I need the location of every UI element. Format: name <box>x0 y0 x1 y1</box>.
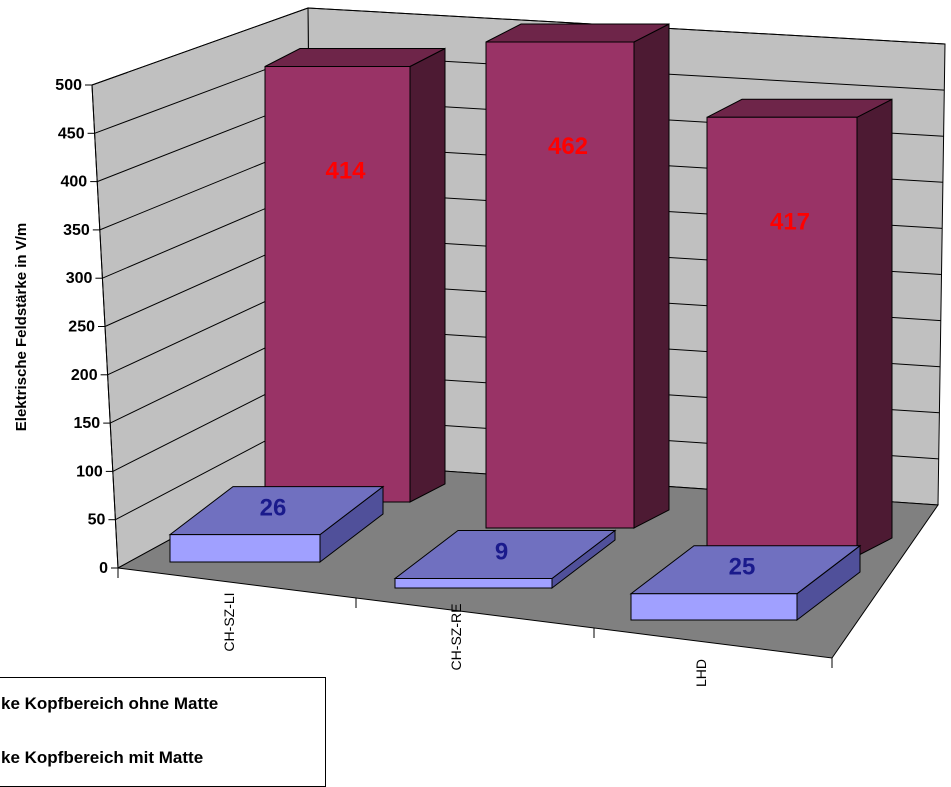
y-tick-label: 250 <box>68 319 95 336</box>
bar-mit-matte-front <box>169 534 321 563</box>
bar-ohne-matte-side <box>856 98 893 557</box>
bar-ohne-matte-side <box>409 47 446 503</box>
bar-ohne-matte-front <box>706 116 858 557</box>
data-label-ohne-matte: 462 <box>548 133 588 160</box>
bar-ohne-matte-front <box>264 66 411 503</box>
category-label: CH-SZ-LI <box>221 592 237 651</box>
y-tick-label: 0 <box>99 560 108 577</box>
y-tick-label: 450 <box>58 125 85 142</box>
legend-item-mit-matte: ke Kopfbereich mit Matte <box>1 748 203 768</box>
y-tick-label: 500 <box>55 77 82 94</box>
legend-item-ohne-matte: ke Kopfbereich ohne Matte <box>1 694 218 714</box>
bar-ohne-matte <box>264 47 446 503</box>
bar-mit-matte-front <box>394 578 553 589</box>
bar-mit-matte <box>393 529 617 590</box>
y-tick-label: 200 <box>71 367 98 384</box>
bar-ohne-matte <box>485 23 670 529</box>
y-axis: 0 50 100 150 200 250 300 350 400 450 500 <box>55 77 119 577</box>
bar-ohne-matte-side <box>633 23 670 529</box>
bar-ohne-matte-front <box>485 41 635 529</box>
y-axis-title: Elektrische Feldstärke in V/m <box>13 223 30 431</box>
y-tick-label: 100 <box>76 463 103 480</box>
y-tick-label: 300 <box>66 270 93 287</box>
bar-ohne-matte <box>706 98 893 557</box>
data-label-mit-matte: 25 <box>729 554 756 581</box>
data-label-ohne-matte: 414 <box>325 157 366 184</box>
y-tick-label: 150 <box>73 415 100 432</box>
data-labels: 414 462 417 26 9 25 <box>260 133 810 581</box>
y-tick-label: 400 <box>60 174 87 191</box>
legend: ke Kopfbereich ohne Matte ke Kopfbereich… <box>0 677 326 787</box>
category-label: LHD <box>693 659 709 687</box>
x-axis: CH-SZ-LI CH-SZ-RE LHD <box>117 568 833 687</box>
bar-mit-matte-front <box>630 593 798 621</box>
data-label-ohne-matte: 417 <box>770 208 810 235</box>
bar-mit-matte <box>629 544 862 622</box>
bars <box>168 23 893 622</box>
category-label: CH-SZ-RE <box>448 604 464 671</box>
legend-label-mit-matte: ke Kopfbereich mit Matte <box>1 748 204 767</box>
y-tick-label: 350 <box>63 222 90 239</box>
data-label-mit-matte: 9 <box>495 539 508 566</box>
y-tick-label: 50 <box>88 512 106 529</box>
gridline <box>91 7 946 86</box>
data-label-mit-matte: 26 <box>260 495 287 522</box>
bar-mit-matte <box>168 485 385 564</box>
legend-label-ohne-matte: ke Kopfbereich ohne Matte <box>1 694 219 713</box>
